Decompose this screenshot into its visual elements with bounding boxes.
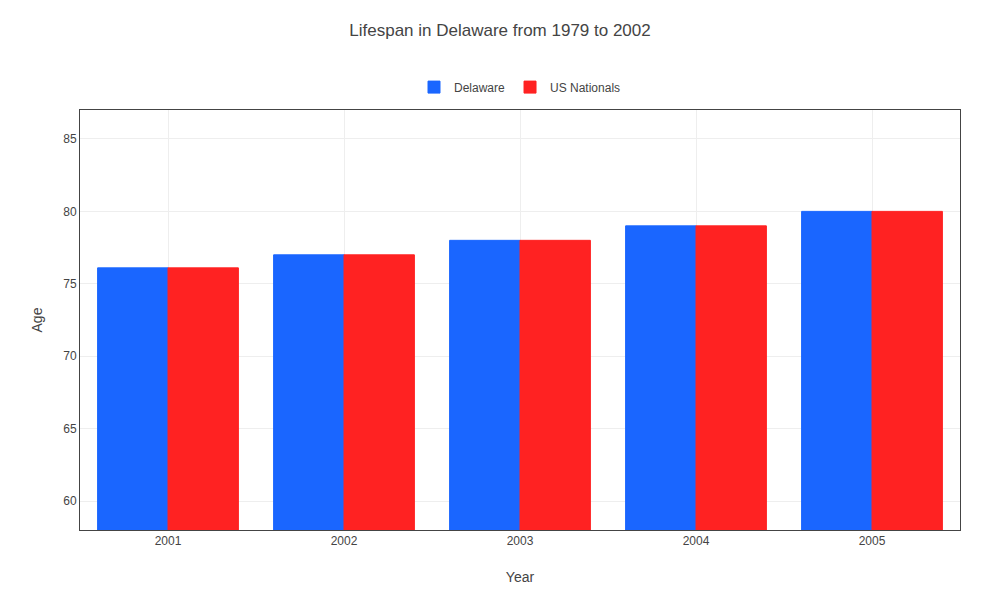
svg-text:85: 85 <box>63 132 77 146</box>
svg-text:70: 70 <box>63 349 77 363</box>
svg-text:75: 75 <box>63 277 77 291</box>
svg-text:2002: 2002 <box>331 534 358 548</box>
svg-text:65: 65 <box>63 422 77 436</box>
svg-text:Age: Age <box>29 307 45 332</box>
svg-text:Delaware: Delaware <box>454 81 505 95</box>
svg-text:Lifespan in Delaware from 1979: Lifespan in Delaware from 1979 to 2002 <box>349 21 650 40</box>
svg-text:Year: Year <box>506 569 535 585</box>
svg-text:80: 80 <box>63 205 77 219</box>
svg-text:2003: 2003 <box>507 534 534 548</box>
svg-text:2005: 2005 <box>859 534 886 548</box>
svg-text:US Nationals: US Nationals <box>550 81 620 95</box>
svg-text:2004: 2004 <box>683 534 710 548</box>
svg-text:2001: 2001 <box>155 534 182 548</box>
svg-text:60: 60 <box>63 494 77 508</box>
